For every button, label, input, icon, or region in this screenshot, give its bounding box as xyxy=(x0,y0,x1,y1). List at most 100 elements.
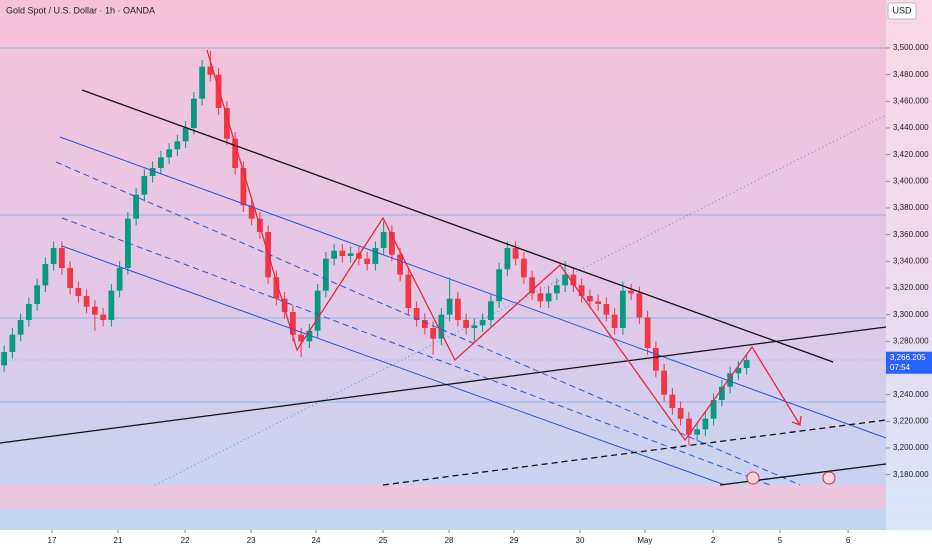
candle-body xyxy=(166,149,173,158)
zone xyxy=(0,485,886,508)
candle-body xyxy=(9,334,16,352)
x-tick-label: 30 xyxy=(576,536,585,545)
trend-line xyxy=(382,419,887,486)
candle-body xyxy=(661,370,668,395)
y-axis: 3,180.000 3,200.000 3,220.000 3,240.000 3,28… xyxy=(886,43,929,479)
candle-body xyxy=(149,168,156,176)
candle-body xyxy=(669,394,676,408)
candle-body xyxy=(430,328,437,339)
y-tick-label: 3,440.000 xyxy=(893,123,929,132)
currency-box xyxy=(887,2,917,20)
x-tick-label: 21 xyxy=(114,536,123,545)
candle-body xyxy=(339,250,346,256)
price-label: 3,266.205 xyxy=(890,353,926,362)
candle-body xyxy=(438,314,445,339)
x-tick-label: 28 xyxy=(445,536,454,545)
trend-line xyxy=(154,114,887,486)
candle-body xyxy=(619,290,626,328)
candle-body xyxy=(694,429,701,435)
x-axis-strip xyxy=(0,530,932,550)
candle-body xyxy=(487,301,494,320)
y-tick-label: 3,320.000 xyxy=(893,283,929,292)
candle-body xyxy=(133,194,140,219)
candle-body xyxy=(702,418,709,430)
candle-body xyxy=(421,320,428,328)
candle-body xyxy=(743,360,750,368)
y-tick-label: 3,500.000 xyxy=(893,43,929,52)
candle-body xyxy=(223,108,230,139)
candle-body xyxy=(372,248,379,264)
candle-body xyxy=(512,248,519,259)
candle-body xyxy=(58,248,65,268)
candle-body xyxy=(471,325,478,328)
candle-body xyxy=(652,348,659,371)
candle-body xyxy=(50,248,57,264)
x-tick-label: 29 xyxy=(510,536,519,545)
candle-body xyxy=(628,290,635,294)
channel-line xyxy=(55,161,801,486)
x-tick-label: 22 xyxy=(181,536,190,545)
candle-body xyxy=(281,298,288,312)
candle-body xyxy=(108,290,115,320)
candle-body xyxy=(42,264,49,286)
candle-body xyxy=(727,373,734,387)
candle-body xyxy=(685,418,692,435)
candle-body xyxy=(364,258,371,264)
candle-body xyxy=(397,254,404,275)
candle-body xyxy=(91,306,98,315)
candle-body xyxy=(586,296,593,302)
candle-body xyxy=(314,290,321,331)
candle-body xyxy=(331,250,338,259)
candle-body xyxy=(207,66,214,75)
y-tick-label: 3,460.000 xyxy=(893,96,929,105)
candle-body xyxy=(413,308,420,320)
price-box xyxy=(886,351,932,374)
y-tick-label: 3,240.000 xyxy=(893,390,929,399)
trend-line xyxy=(0,326,887,444)
candle-body xyxy=(454,298,461,320)
candle-body xyxy=(273,277,280,299)
candle-body xyxy=(116,268,123,291)
x-tick-label: 5 xyxy=(778,536,783,545)
candle-body xyxy=(603,304,610,315)
candle-body xyxy=(215,74,222,108)
candle-body xyxy=(1,352,8,366)
candle-body xyxy=(545,293,552,302)
candle-body xyxy=(347,253,354,256)
candle-body xyxy=(199,66,206,99)
candle-body xyxy=(240,168,247,206)
countdown: 07:54 xyxy=(890,363,911,372)
candle-body xyxy=(100,314,107,320)
candle-body xyxy=(174,141,181,150)
candle-body xyxy=(248,205,255,219)
x-axis: 17 21 22 23 24 25 28 29 30 May 2 5 6 xyxy=(48,530,851,545)
candle-body xyxy=(570,274,577,286)
candle-body xyxy=(595,301,602,304)
x-tick-label: 17 xyxy=(48,536,57,545)
candle-body xyxy=(322,258,329,291)
y-tick-label: 3,400.000 xyxy=(893,176,929,185)
y-tick-label: 3,380.000 xyxy=(893,203,929,212)
wave-path xyxy=(206,49,801,442)
x-tick-label: 25 xyxy=(379,536,388,545)
x-tick-label: 23 xyxy=(247,536,256,545)
candle-body xyxy=(677,408,684,419)
candle-body xyxy=(289,312,296,335)
candle-body xyxy=(405,274,412,308)
drawings xyxy=(0,49,887,486)
x-tick-label: 6 xyxy=(846,536,851,545)
candle-body xyxy=(190,98,197,128)
background xyxy=(0,0,932,530)
y-axis-strip xyxy=(886,0,932,530)
y-tick-label: 3,300.000 xyxy=(893,310,929,319)
candle-body xyxy=(644,317,651,348)
event-icon xyxy=(822,471,836,485)
candle-body xyxy=(496,269,503,302)
candle-body xyxy=(25,304,32,320)
candle-body xyxy=(306,330,313,342)
candle-body xyxy=(446,298,453,315)
candle-body xyxy=(182,128,189,142)
candle-body xyxy=(718,386,725,400)
